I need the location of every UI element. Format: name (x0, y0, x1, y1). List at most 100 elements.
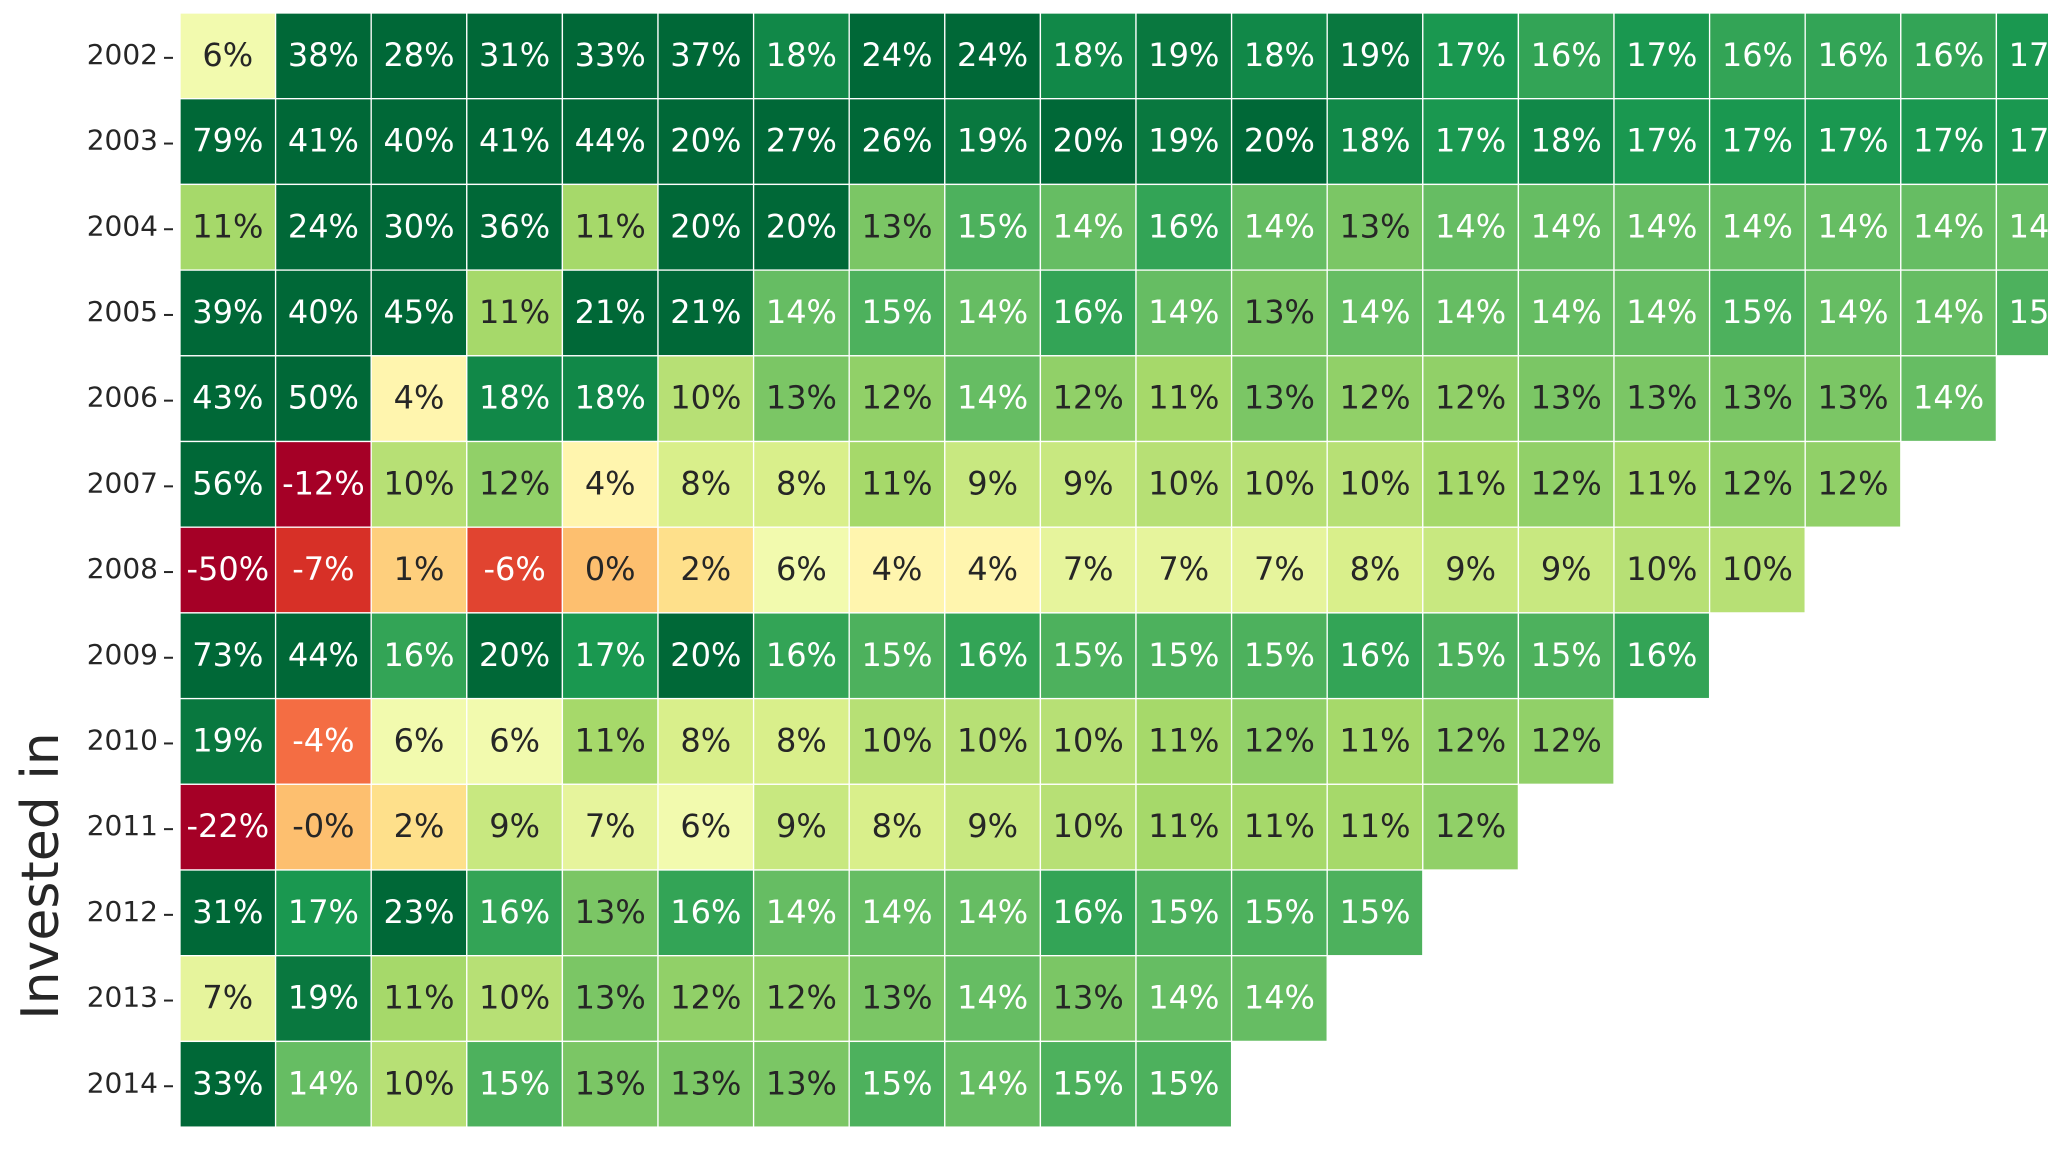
cell-label: 18% (479, 379, 550, 417)
cell-label: 11% (383, 979, 454, 1017)
cell-label: 7% (202, 979, 253, 1017)
cell-label: 31% (192, 893, 263, 931)
heatmap-cell (752, 612, 850, 700)
cell-label: 11% (575, 207, 646, 245)
heatmap-cell (561, 183, 659, 271)
heatmap-cell (1135, 955, 1233, 1043)
heatmap-cell (752, 98, 850, 186)
cell-label: 17% (1913, 122, 1984, 160)
cell-label: 14% (1817, 293, 1888, 331)
cell-label: 13% (766, 379, 837, 417)
heatmap-cell (179, 955, 277, 1043)
heatmap-cell (561, 612, 659, 700)
heatmap-cell (179, 440, 277, 528)
heatmap-cell (1422, 98, 1520, 186)
cell-label: 18% (575, 379, 646, 417)
heatmap-cell (1422, 697, 1520, 785)
cell-label: 10% (383, 1064, 454, 1102)
cell-label: 11% (861, 464, 932, 502)
heatmap-cell (1230, 183, 1328, 271)
cell-label: 19% (1148, 122, 1219, 160)
heatmap-cell (1708, 440, 1806, 528)
heatmap-cell (1135, 783, 1233, 871)
heatmap-cell (848, 783, 946, 871)
heatmap-cell (1995, 269, 2048, 357)
heatmap-cell (179, 869, 277, 957)
cell-label: 16% (1626, 636, 1697, 674)
heatmap-cell (944, 355, 1042, 443)
cell-label: 14% (1626, 293, 1697, 331)
cell-label: 16% (1053, 293, 1124, 331)
cell-label: 9% (1541, 550, 1592, 588)
heatmap-cell (1804, 12, 1902, 100)
y-axis-label: Invested in (11, 732, 71, 1019)
cell-label: 31% (479, 36, 550, 74)
heatmap-cell (1039, 355, 1137, 443)
heatmap-cell (752, 355, 850, 443)
cell-label: 41% (479, 122, 550, 160)
heatmap-cell (1517, 612, 1615, 700)
cell-label: 14% (1244, 207, 1315, 245)
cell-label: 15% (1435, 636, 1506, 674)
heatmap-cell (1135, 612, 1233, 700)
heatmap-cell (1135, 440, 1233, 528)
cell-label: 24% (288, 207, 359, 245)
cell-label: 12% (861, 379, 932, 417)
heatmap-cell (1230, 355, 1328, 443)
heatmap-cell (1039, 526, 1137, 614)
heatmap-cell (944, 612, 1042, 700)
heatmap-cell (561, 526, 659, 614)
cell-label: 12% (1531, 721, 1602, 759)
cell-label: 15% (1053, 1064, 1124, 1102)
cell-label: 15% (1722, 293, 1793, 331)
heatmap-cell (1900, 98, 1998, 186)
cell-label: 16% (957, 636, 1028, 674)
heatmap-cell (1900, 183, 1998, 271)
heatmap-cell (752, 440, 850, 528)
heatmap-cell (1708, 98, 1806, 186)
cell-label: 20% (479, 636, 550, 674)
heatmap-cell (274, 526, 372, 614)
cell-label: 15% (1339, 893, 1410, 931)
heatmap-cell (466, 869, 564, 957)
cell-label: 44% (575, 122, 646, 160)
cell-label: 27% (766, 122, 837, 160)
heatmap-cell (1422, 12, 1520, 100)
heatmap-cell (1900, 355, 1998, 443)
cell-label: -22% (186, 807, 269, 845)
cell-label: 17% (2009, 122, 2048, 160)
heatmap-cell (1326, 869, 1424, 957)
heatmap-cell (179, 1040, 277, 1128)
heatmap-cell (561, 1040, 659, 1128)
cell-label: 11% (1244, 807, 1315, 845)
heatmap-cell (1613, 98, 1711, 186)
cell-label: 11% (1339, 807, 1410, 845)
cell-label: 10% (861, 721, 932, 759)
heatmap-cell (1422, 355, 1520, 443)
heatmap-cell (848, 440, 946, 528)
cell-label: 13% (1244, 293, 1315, 331)
heatmap-cell (561, 697, 659, 785)
cell-label: 14% (1913, 207, 1984, 245)
y-tick-label: 2006 (87, 381, 158, 414)
cell-label: 8% (872, 807, 923, 845)
cell-label: 33% (192, 1064, 263, 1102)
heatmap-cell (944, 697, 1042, 785)
heatmap-cell (370, 183, 468, 271)
cell-label: 10% (1148, 464, 1219, 502)
y-tick-label: 2007 (87, 466, 158, 499)
cell-label: 19% (192, 721, 263, 759)
y-tick-label: 2003 (87, 124, 158, 157)
heatmap-cell (848, 183, 946, 271)
heatmap-cell (1135, 869, 1233, 957)
cell-label: 14% (1148, 293, 1219, 331)
heatmap-cell (466, 98, 564, 186)
heatmap-cell (179, 612, 277, 700)
heatmap-cell (1230, 955, 1328, 1043)
heatmap-cell (1613, 612, 1711, 700)
cell-label: 20% (670, 122, 741, 160)
cell-label: 10% (1626, 550, 1697, 588)
heatmap-cell (1422, 783, 1520, 871)
y-tick-label: 2009 (87, 638, 158, 671)
cell-label: 16% (1913, 36, 1984, 74)
